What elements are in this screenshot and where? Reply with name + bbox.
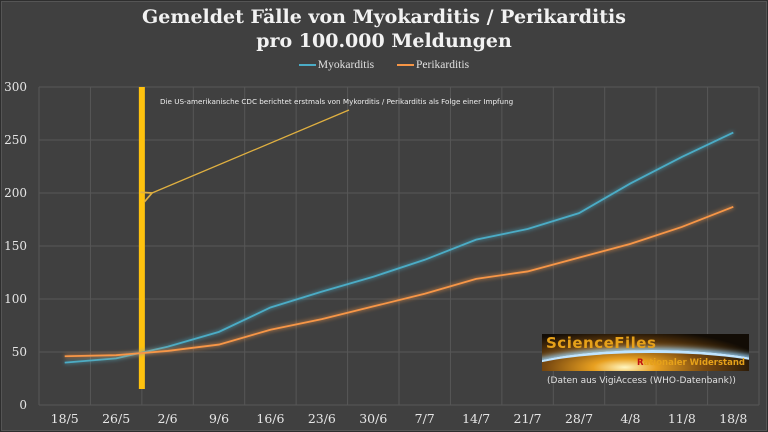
cdc-marker-bar xyxy=(138,87,145,389)
x-tick-label: 30/6 xyxy=(359,411,387,426)
x-tick-label: 4/8 xyxy=(620,411,640,426)
x-tick-label: 21/7 xyxy=(514,411,542,426)
legend-label: Perikarditis xyxy=(416,59,470,71)
y-tick-label: 250 xyxy=(4,133,27,147)
legend: Myokarditis Perikarditis xyxy=(0,57,768,71)
sciencefiles-logo: ScienceFiles Rationaler Widerstand xyxy=(542,334,749,371)
x-tick-label: 9/6 xyxy=(209,411,229,426)
y-tick-label: 150 xyxy=(4,239,27,253)
annotation-arrow xyxy=(152,109,350,193)
x-tick-label: 11/8 xyxy=(668,411,696,426)
x-tick-label: 16/6 xyxy=(256,411,284,426)
series-line-myokarditis xyxy=(64,131,734,364)
y-tick-label: 300 xyxy=(4,80,27,94)
series-line-perikarditis xyxy=(64,205,734,358)
x-tick-label: 18/5 xyxy=(51,411,79,426)
y-tick-label: 100 xyxy=(4,292,27,306)
y-tick-label: 50 xyxy=(12,345,27,359)
legend-swatch xyxy=(397,64,415,66)
legend-item-myokarditis: Myokarditis xyxy=(298,59,375,71)
x-tick-label: 2/6 xyxy=(158,411,178,426)
y-tick-label: 0 xyxy=(19,398,27,412)
chart-title-line2: pro 100.000 Meldungen xyxy=(256,30,512,52)
x-tick-label: 7/7 xyxy=(415,411,435,426)
legend-swatch xyxy=(298,64,316,66)
x-tick-label: 28/7 xyxy=(565,411,593,426)
legend-item-perikarditis: Perikarditis xyxy=(397,59,469,71)
legend-label: Myokarditis xyxy=(317,59,375,71)
x-tick-label: 18/8 xyxy=(719,411,747,426)
chart-title-line1: Gemeldet Fälle von Myokarditis / Perikar… xyxy=(142,6,626,28)
source-note: (Daten aus VigiAccess (WHO-Datenbank)) xyxy=(547,376,736,386)
x-tick-label: 23/6 xyxy=(308,411,336,426)
annotation-text: Die US-amerikanische CDC berichtet erstm… xyxy=(160,97,514,106)
x-tick-label: 26/5 xyxy=(102,411,130,426)
x-tick-label: 14/7 xyxy=(462,411,490,426)
y-tick-label: 200 xyxy=(4,186,27,200)
